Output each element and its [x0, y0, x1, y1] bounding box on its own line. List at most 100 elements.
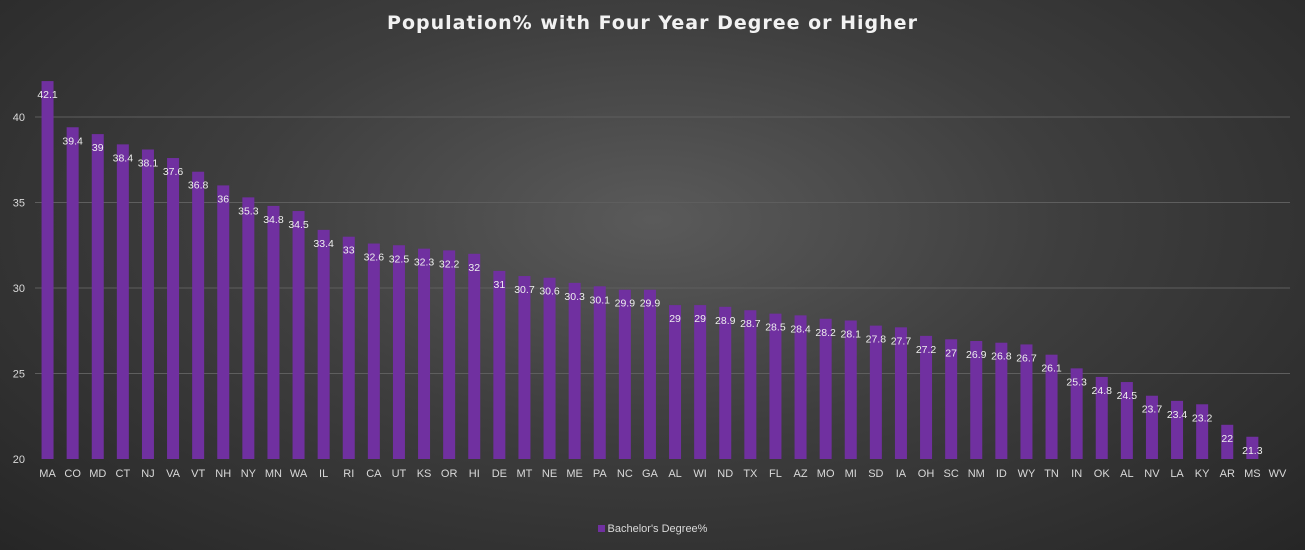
x-tick-label: MD [89, 468, 106, 480]
data-label: 26.8 [991, 351, 1012, 363]
x-tick-label: OK [1094, 468, 1111, 480]
bar [443, 250, 456, 459]
x-tick-label: LA [1170, 468, 1184, 480]
legend-swatch [597, 525, 605, 532]
x-tick-label: CA [366, 468, 382, 480]
bar [1171, 400, 1184, 459]
bar [1196, 404, 1209, 459]
x-tick-label: NY [241, 468, 257, 480]
x-tick-label: SD [868, 468, 883, 480]
x-tick-label: MS [1244, 468, 1261, 480]
data-label: 34.8 [263, 214, 284, 226]
x-tick-label: OR [441, 468, 458, 480]
x-tick-label: VT [191, 468, 205, 480]
x-tick-label: MI [845, 468, 857, 480]
bar [66, 127, 79, 459]
x-tick-label: HI [469, 468, 480, 480]
bar [593, 286, 606, 459]
y-tick-label: 40 [13, 112, 25, 124]
data-label: 35.3 [238, 205, 259, 217]
bar [970, 341, 983, 459]
x-tick-label: NC [617, 468, 633, 480]
x-tick-label: UT [392, 468, 407, 480]
data-label: 21.3 [1242, 445, 1263, 457]
data-label: 28.2 [815, 327, 836, 339]
bar [1095, 376, 1108, 459]
y-tick-label: 35 [13, 198, 25, 210]
data-label: 34.5 [288, 219, 309, 231]
legend: Bachelor's Degree% [0, 523, 1305, 535]
bar [694, 305, 707, 459]
x-tick-label: GA [642, 468, 659, 480]
x-tick-label: RI [343, 468, 354, 480]
x-tick-label: OH [918, 468, 935, 480]
x-tick-label: WA [290, 468, 308, 480]
x-tick-label: VA [166, 468, 181, 480]
bar [1020, 344, 1033, 459]
x-tick-label: IN [1071, 468, 1082, 480]
bar [91, 134, 104, 459]
data-label: 31 [494, 279, 506, 291]
data-label: 28.9 [715, 315, 736, 327]
bar [267, 205, 280, 459]
bar [769, 313, 782, 459]
x-tick-label: KY [1195, 468, 1210, 480]
data-label: 36 [217, 193, 229, 205]
data-label: 39.4 [62, 135, 83, 147]
data-label: 23.7 [1142, 404, 1163, 416]
data-label: 30.3 [564, 291, 585, 303]
x-tick-label: WI [693, 468, 706, 480]
bar [643, 289, 656, 459]
y-tick-label: 25 [13, 369, 25, 381]
x-tick-label: AR [1220, 468, 1235, 480]
bar [217, 185, 230, 459]
bar [669, 305, 682, 459]
data-label: 33.4 [313, 238, 334, 250]
bar [418, 248, 431, 459]
data-label: 24.5 [1117, 390, 1138, 402]
data-label: 30.7 [514, 284, 535, 296]
bar [894, 327, 907, 459]
x-tick-label: ND [717, 468, 733, 480]
data-label: 28.5 [765, 322, 786, 334]
bar [819, 318, 832, 459]
bar [1221, 424, 1234, 459]
bar [618, 289, 631, 459]
data-label: 42.1 [37, 89, 58, 101]
data-label: 29 [694, 313, 706, 325]
x-tick-label: IA [896, 468, 907, 480]
bar [995, 342, 1008, 459]
data-label: 36.8 [188, 180, 209, 192]
data-label: 32.3 [414, 257, 435, 269]
bar [242, 197, 255, 459]
x-tick-label: MO [817, 468, 835, 480]
bar [1246, 436, 1259, 459]
data-label: 28.4 [790, 323, 811, 335]
x-tick-label: NM [968, 468, 985, 480]
bar [794, 315, 807, 459]
chart-title: Population% with Four Year Degree or Hig… [387, 12, 918, 34]
data-label: 33 [343, 245, 355, 257]
data-label: 26.9 [966, 349, 987, 361]
data-label: 30.6 [539, 286, 560, 298]
x-tick-label: TN [1044, 468, 1059, 480]
x-tick-label: TX [743, 468, 758, 480]
bar [317, 229, 330, 459]
bar [141, 149, 154, 460]
x-tick-label: ME [566, 468, 583, 480]
x-tick-label: NV [1144, 468, 1160, 480]
data-label: 23.2 [1192, 412, 1213, 424]
y-tick-label: 20 [13, 454, 25, 466]
bar [367, 243, 380, 459]
bar [468, 253, 481, 459]
x-tick-label: NE [542, 468, 557, 480]
data-label: 32.5 [389, 253, 410, 265]
data-label: 39 [92, 142, 104, 154]
bar [1070, 368, 1083, 459]
x-tick-label: CT [116, 468, 131, 480]
bar [920, 335, 933, 459]
data-label: 32.2 [439, 258, 460, 270]
x-tick-label: NH [215, 468, 231, 480]
